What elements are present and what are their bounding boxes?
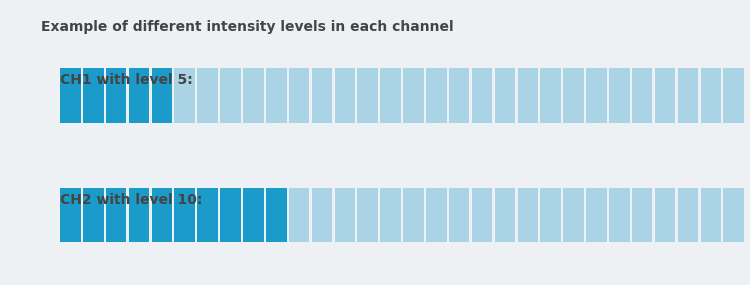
FancyBboxPatch shape bbox=[266, 68, 286, 123]
FancyBboxPatch shape bbox=[448, 188, 470, 242]
FancyBboxPatch shape bbox=[518, 68, 538, 123]
FancyBboxPatch shape bbox=[357, 188, 378, 242]
FancyBboxPatch shape bbox=[563, 68, 584, 123]
FancyBboxPatch shape bbox=[220, 68, 241, 123]
FancyBboxPatch shape bbox=[586, 68, 607, 123]
FancyBboxPatch shape bbox=[609, 188, 629, 242]
FancyBboxPatch shape bbox=[220, 188, 241, 242]
FancyBboxPatch shape bbox=[518, 188, 538, 242]
FancyBboxPatch shape bbox=[152, 68, 172, 123]
FancyBboxPatch shape bbox=[495, 68, 515, 123]
FancyBboxPatch shape bbox=[540, 188, 561, 242]
FancyBboxPatch shape bbox=[495, 188, 515, 242]
FancyBboxPatch shape bbox=[586, 188, 607, 242]
FancyBboxPatch shape bbox=[334, 188, 356, 242]
FancyBboxPatch shape bbox=[426, 68, 446, 123]
FancyBboxPatch shape bbox=[174, 188, 195, 242]
FancyBboxPatch shape bbox=[448, 68, 470, 123]
FancyBboxPatch shape bbox=[174, 68, 195, 123]
FancyBboxPatch shape bbox=[82, 68, 104, 123]
FancyBboxPatch shape bbox=[357, 68, 378, 123]
FancyBboxPatch shape bbox=[723, 188, 744, 242]
FancyBboxPatch shape bbox=[289, 188, 309, 242]
Text: CH1 with level 5:: CH1 with level 5: bbox=[60, 73, 193, 87]
FancyBboxPatch shape bbox=[334, 68, 356, 123]
FancyBboxPatch shape bbox=[243, 188, 264, 242]
FancyBboxPatch shape bbox=[632, 68, 652, 123]
FancyBboxPatch shape bbox=[609, 68, 629, 123]
FancyBboxPatch shape bbox=[472, 188, 492, 242]
FancyBboxPatch shape bbox=[655, 68, 675, 123]
FancyBboxPatch shape bbox=[152, 188, 172, 242]
FancyBboxPatch shape bbox=[380, 68, 400, 123]
FancyBboxPatch shape bbox=[312, 68, 332, 123]
FancyBboxPatch shape bbox=[700, 188, 721, 242]
FancyBboxPatch shape bbox=[106, 68, 126, 123]
FancyBboxPatch shape bbox=[266, 188, 286, 242]
FancyBboxPatch shape bbox=[632, 188, 652, 242]
FancyBboxPatch shape bbox=[678, 68, 698, 123]
FancyBboxPatch shape bbox=[404, 68, 424, 123]
FancyBboxPatch shape bbox=[129, 68, 149, 123]
FancyBboxPatch shape bbox=[82, 188, 104, 242]
FancyBboxPatch shape bbox=[129, 188, 149, 242]
FancyBboxPatch shape bbox=[540, 68, 561, 123]
FancyBboxPatch shape bbox=[197, 188, 218, 242]
FancyBboxPatch shape bbox=[472, 68, 492, 123]
Text: Example of different intensity levels in each channel: Example of different intensity levels in… bbox=[41, 20, 454, 34]
FancyBboxPatch shape bbox=[700, 68, 721, 123]
FancyBboxPatch shape bbox=[60, 188, 81, 242]
FancyBboxPatch shape bbox=[723, 68, 744, 123]
FancyBboxPatch shape bbox=[197, 68, 218, 123]
FancyBboxPatch shape bbox=[289, 68, 309, 123]
Text: CH2 with level 10:: CH2 with level 10: bbox=[60, 192, 202, 207]
FancyBboxPatch shape bbox=[312, 188, 332, 242]
FancyBboxPatch shape bbox=[380, 188, 400, 242]
FancyBboxPatch shape bbox=[404, 188, 424, 242]
FancyBboxPatch shape bbox=[106, 188, 126, 242]
FancyBboxPatch shape bbox=[655, 188, 675, 242]
FancyBboxPatch shape bbox=[678, 188, 698, 242]
FancyBboxPatch shape bbox=[426, 188, 446, 242]
FancyBboxPatch shape bbox=[60, 68, 81, 123]
FancyBboxPatch shape bbox=[243, 68, 264, 123]
FancyBboxPatch shape bbox=[563, 188, 584, 242]
